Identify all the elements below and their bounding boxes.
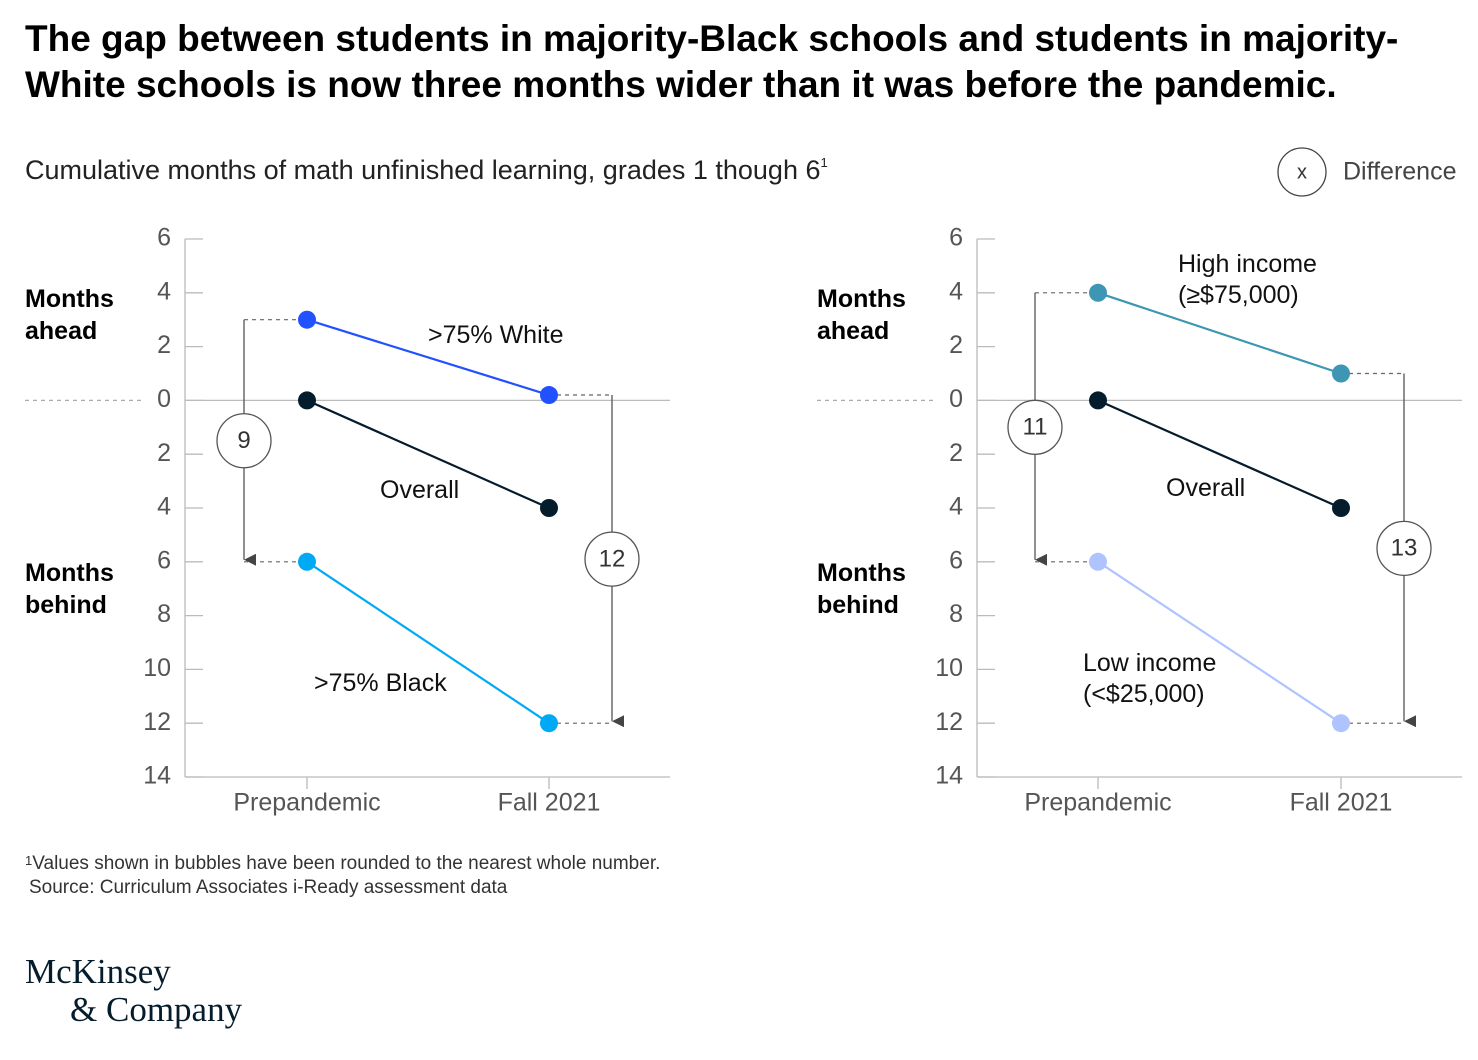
- y-tick-label: 4: [949, 493, 963, 521]
- difference-label: 13: [1391, 535, 1418, 562]
- data-point: [1089, 552, 1107, 571]
- y-tick-label: 8: [949, 600, 963, 628]
- y-tick-label: 0: [949, 385, 963, 413]
- brand-line: & Company: [70, 990, 243, 1029]
- data-point: [540, 714, 558, 733]
- data-point: [540, 499, 558, 517]
- series-line: [306, 399, 550, 510]
- x-tick-label: Fall 2021: [1290, 789, 1393, 817]
- series-line: [1097, 560, 1342, 725]
- footnote-marker: 1: [820, 155, 828, 170]
- difference-label: 12: [599, 545, 626, 572]
- series-label: >75% White: [428, 321, 564, 349]
- x-tick-label: Fall 2021: [498, 789, 601, 817]
- y-tick-label: 4: [949, 277, 963, 305]
- y-axis-label: Months behind: [817, 559, 906, 619]
- series-line: [1097, 399, 1342, 510]
- footnote-marker: 1: [25, 853, 33, 868]
- series-label: Overall: [380, 476, 460, 504]
- series-label: Overall: [1166, 474, 1246, 502]
- difference-bubble: [1007, 399, 1063, 455]
- legend-symbol-text: x: [1297, 161, 1307, 183]
- y-tick-label: 10: [143, 654, 171, 682]
- data-point: [1332, 364, 1350, 383]
- series-line: [306, 560, 550, 725]
- series-line: [306, 318, 550, 397]
- data-point: [1332, 714, 1350, 733]
- series-line: [1097, 291, 1342, 375]
- data-point: [540, 386, 558, 405]
- y-tick-label: 6: [949, 546, 963, 574]
- difference-bubble: [216, 413, 272, 469]
- y-tick-label: 2: [949, 439, 963, 467]
- y-tick-label: 6: [949, 224, 963, 252]
- subtitle-text: Cumulative months of math unfinished lea…: [25, 155, 821, 185]
- x-tick-label: Prepandemic: [233, 789, 380, 817]
- series-label: High income (≥$75,000): [1178, 250, 1317, 309]
- series-label: >75% Black: [314, 669, 447, 697]
- difference-bubble: [584, 531, 640, 587]
- y-tick-label: 2: [157, 439, 171, 467]
- y-tick-label: 4: [157, 493, 171, 521]
- difference-label: 11: [1023, 414, 1048, 441]
- brand-line: McKinsey: [25, 952, 171, 991]
- y-axis-label: Months behind: [25, 559, 114, 619]
- source: Source: Curriculum Associates i-Ready as…: [29, 877, 508, 898]
- y-tick-label: 6: [157, 546, 171, 574]
- data-point: [1332, 499, 1350, 517]
- y-tick-label: 12: [143, 708, 171, 736]
- title: The gap between students in majority-Bla…: [25, 18, 1399, 105]
- data-point: [298, 310, 316, 329]
- y-tick-label: 10: [935, 654, 963, 682]
- data-point: [1089, 391, 1107, 410]
- x-tick-label: Prepandemic: [1024, 789, 1171, 817]
- difference-label: 9: [237, 427, 250, 454]
- y-tick-label: 6: [157, 224, 171, 252]
- footnote-text: Values shown in bubbles have been rounde…: [32, 853, 661, 874]
- y-tick-label: 14: [935, 762, 963, 790]
- y-tick-label: 14: [143, 762, 171, 790]
- y-tick-label: 0: [157, 385, 171, 413]
- data-point: [1089, 283, 1107, 302]
- y-axis-label: Months ahead: [25, 285, 114, 345]
- footnote: 1Values shown in bubbles have been round…: [25, 853, 660, 875]
- y-tick-label: 2: [949, 331, 963, 359]
- y-tick-label: 2: [157, 331, 171, 359]
- subtitle: Cumulative months of math unfinished lea…: [25, 155, 828, 186]
- y-tick-label: 4: [157, 277, 171, 305]
- series-label: Low income (<$25,000): [1083, 649, 1217, 708]
- data-point: [298, 552, 316, 571]
- legend-symbol: [1277, 147, 1327, 197]
- y-tick-label: 12: [935, 708, 963, 736]
- difference-bubble: [1376, 520, 1432, 576]
- legend-label: Difference: [1343, 158, 1457, 186]
- y-tick-label: 8: [157, 600, 171, 628]
- data-point: [298, 391, 316, 410]
- y-axis-label: Months ahead: [817, 285, 906, 345]
